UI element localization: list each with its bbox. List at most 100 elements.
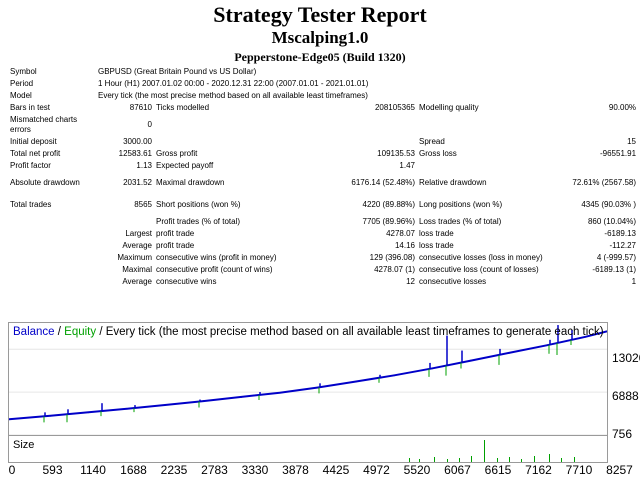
report-row: Period 1 Hour (H1) 2007.01.02 00:00 - 202… (8, 78, 638, 90)
x-tick-label: 8257 (606, 463, 633, 477)
report-cell: Profit trades (% of total) (156, 217, 241, 226)
report-cell (567, 160, 638, 172)
report-cell: 15 (627, 137, 637, 146)
report-cell: Loss trades (% of total) (419, 217, 502, 226)
report-cell: Largest (125, 229, 152, 238)
report-cell: Average (122, 241, 152, 250)
legend-equity: Equity (64, 326, 97, 338)
x-tick-label: 6067 (444, 463, 471, 477)
report-row: Initial deposit 3000.00 Spread 15 (8, 136, 638, 148)
report-cell (334, 114, 417, 136)
report-cell: 12 (406, 277, 415, 286)
report-cell: Total trades (10, 200, 52, 209)
report-cell: 1 (631, 277, 637, 286)
report-row: Average profit trade 14.16 loss trade -112.2… (8, 240, 638, 252)
report-cell: 87610 (129, 103, 152, 112)
balance-point (355, 380, 357, 383)
report-cell: Expected payoff (156, 161, 214, 170)
size-bar (561, 458, 562, 462)
report-cell: Initial deposit (10, 137, 57, 146)
legend-separator: / (54, 326, 65, 338)
report-cell (154, 136, 334, 148)
balance-point (317, 386, 319, 389)
size-bar (521, 459, 522, 462)
legend-balance: Balance (13, 326, 55, 338)
report-cell: 72.61% (2567.58) (572, 178, 637, 187)
balance-point (431, 367, 434, 370)
x-tick-label: 7162 (525, 463, 552, 477)
report-cell: 14.16 (394, 241, 415, 250)
report-cell (8, 216, 96, 228)
report-row: Total net profit 12583.61 Gross profit 1091… (8, 148, 638, 160)
size-bar (574, 457, 575, 462)
report-cell: 90.00% (608, 103, 637, 112)
balance-chart-svg (9, 325, 607, 435)
report-row: Mismatched charts errors 0 (8, 114, 638, 136)
expert-name: Mscalping1.0 (271, 28, 369, 47)
size-bar (419, 459, 420, 462)
size-bar (509, 457, 510, 462)
x-tick-label: 3330 (241, 463, 269, 477)
report-cell (8, 252, 96, 264)
x-tick-label: 2235 (160, 463, 188, 477)
report-cell: Mismatched charts errors (10, 115, 78, 134)
balance-point (470, 359, 472, 362)
report-cell: 0 (147, 120, 152, 129)
report-cell: 7705 (89.96%) (362, 217, 415, 226)
size-bar (484, 440, 485, 462)
x-tick-label: 7710 (565, 463, 593, 477)
report-cell: 860 (10.04%) (587, 217, 637, 226)
x-tick-label: 0 (8, 463, 16, 477)
report-cell: 4278.07 (386, 229, 415, 238)
report-cell: Model (10, 91, 32, 100)
balance-point (87, 411, 90, 414)
report-cell: 4278.07 (1) (374, 265, 415, 274)
report-cell: Maximal (122, 265, 152, 274)
balance-point (393, 374, 396, 377)
x-tick-label: 593 (42, 463, 63, 477)
report-cell: 109135.53 (377, 149, 415, 158)
balance-point (164, 404, 166, 406)
report-row: Profit factor 1.13 Expected payoff 1.47 (8, 160, 638, 172)
report-cell: profit trade (156, 229, 195, 238)
size-bar (434, 457, 435, 462)
report-cell (8, 240, 96, 252)
size-label: Size (13, 439, 35, 451)
report-cell: Average (122, 277, 152, 286)
report-cell: -112.27 (609, 241, 637, 250)
report-cell: 12583.61 (118, 149, 152, 158)
report-cell: -96551.91 (599, 149, 637, 158)
legend-model-text: / Every tick (the most precise method ba… (96, 326, 608, 338)
x-tick-label: 6615 (484, 463, 512, 477)
report-cell: Maximum (117, 253, 152, 262)
report-cell: Maximal drawdown (156, 178, 225, 187)
size-bar (409, 458, 410, 462)
x-tick-label: 5520 (403, 463, 431, 477)
report-cell (334, 136, 417, 148)
server-build: Pepperstone-Edge05 (Build 1320) (234, 50, 406, 64)
report-row: Model Every tick (the most precise method… (8, 90, 638, 102)
report-cell: consecutive wins (156, 277, 217, 286)
x-tick-label: 2783 (201, 463, 228, 477)
report-cell: Bars in test (10, 103, 51, 112)
report-cell (417, 114, 567, 136)
size-panel: Size (8, 435, 608, 463)
report-cell: profit trade (156, 241, 195, 250)
balance-point (9, 418, 10, 421)
report-cell: 2031.52 (123, 178, 152, 187)
equity-line (9, 330, 607, 420)
x-tick-label: 3878 (282, 463, 309, 477)
balance-point (202, 400, 205, 402)
size-bar (549, 454, 550, 462)
report-cell: consecutive losses (419, 277, 487, 286)
balance-point (126, 408, 128, 410)
report-cell: 1 Hour (H1) 2007.01.02 00:00 - 2020.12.3… (98, 79, 369, 88)
report-cell (8, 228, 96, 240)
report-cell: 3000.00 (123, 137, 152, 146)
report-row: Profit trades (% of total) 7705 (89.96%) L… (8, 216, 638, 228)
report-cell: 1.47 (399, 161, 415, 170)
report-row: Largest profit trade 4278.07 loss trade -618… (8, 228, 638, 240)
report-row: Symbol GBPUSD (Great Britain Pound vs US … (8, 66, 638, 78)
size-bar (497, 458, 498, 462)
y-tick-label: 6888 (612, 389, 639, 403)
